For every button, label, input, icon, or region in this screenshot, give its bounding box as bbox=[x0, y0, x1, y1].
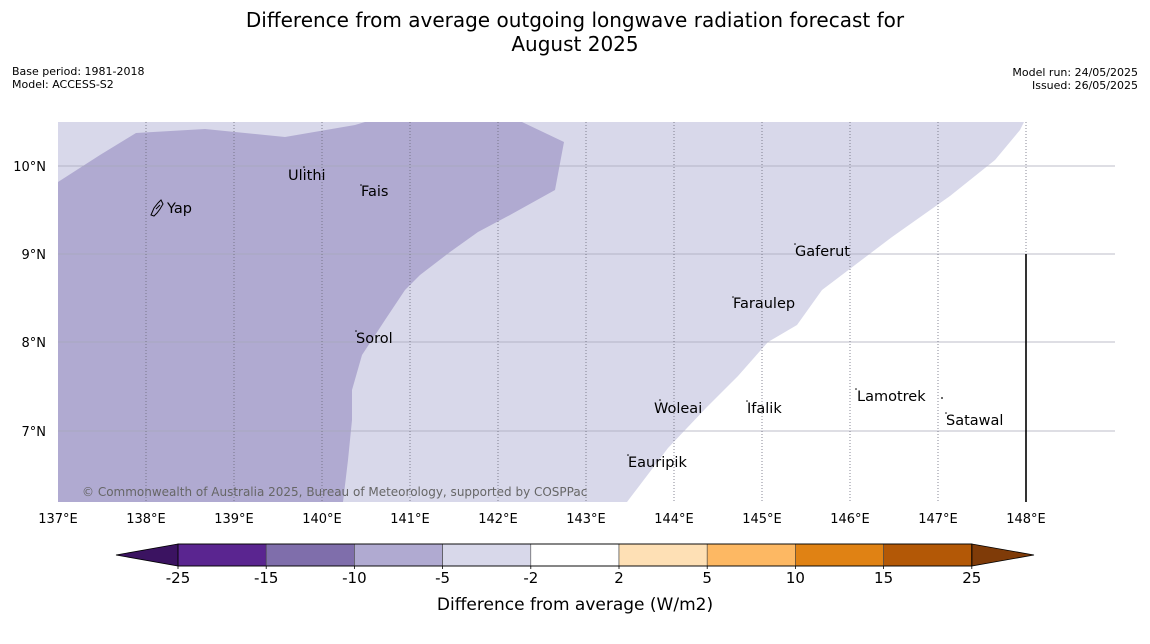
colorbar-tick-label: -15 bbox=[254, 569, 279, 587]
island-dot bbox=[355, 330, 357, 332]
base-period-text: Base period: 1981-2018 bbox=[12, 65, 145, 78]
lon-label: 144°E bbox=[654, 512, 694, 527]
place-label: Eauripik bbox=[628, 455, 687, 471]
place-label: Ulithi bbox=[288, 168, 326, 184]
place-labels: Yap Ulithi Fais Gaferut Faraulep Sorol L… bbox=[166, 168, 1003, 471]
colorbar-tick-label: -25 bbox=[166, 569, 191, 587]
place-label: Faraulep bbox=[733, 296, 795, 312]
lon-label: 141°E bbox=[390, 512, 430, 527]
meta-right: Model run: 24/05/2025 Issued: 26/05/2025 bbox=[1012, 66, 1138, 92]
lon-label: 142°E bbox=[478, 512, 518, 527]
lon-gridlines bbox=[145, 122, 939, 502]
lat-label: 9°N bbox=[22, 248, 47, 263]
place-label: Gaferut bbox=[795, 244, 850, 260]
lon-label: 137°E bbox=[38, 512, 78, 527]
place-label: Lamotrek bbox=[857, 389, 926, 405]
lat-label: 7°N bbox=[22, 425, 47, 440]
place-label: Sorol bbox=[356, 331, 393, 347]
model-text: Model: ACCESS-S2 bbox=[12, 78, 114, 91]
colorbar-swatch bbox=[530, 543, 620, 567]
copyright-text: © Commonwealth of Australia 2025, Bureau… bbox=[82, 485, 587, 499]
issued-text: Issued: 26/05/2025 bbox=[1031, 79, 1138, 92]
colorbar-swatch bbox=[265, 543, 355, 567]
colorbar-swatch bbox=[354, 543, 443, 567]
lon-label: 139°E bbox=[214, 512, 254, 527]
lon-label: 147°E bbox=[918, 512, 958, 527]
colorbar-tick-label: -2 bbox=[523, 569, 538, 587]
lon-label: 146°E bbox=[830, 512, 870, 527]
colorbar-swatch bbox=[618, 543, 708, 567]
island-dot bbox=[627, 454, 629, 456]
colorbar-tick-label: 5 bbox=[702, 569, 712, 587]
yap-island-outline bbox=[150, 199, 164, 217]
island-dots bbox=[303, 166, 947, 456]
lat-axis-labels: 10°N 9°N 8°N 7°N bbox=[13, 160, 46, 440]
lon-axis-labels: 137°E 138°E 139°E 140°E 141°E 142°E 143°… bbox=[38, 512, 1046, 527]
model-run-text: Model run: 24/05/2025 bbox=[1012, 66, 1138, 79]
colorbar-tick-label: 2 bbox=[614, 569, 624, 587]
island-dot bbox=[732, 296, 734, 298]
place-label: Satawal bbox=[946, 413, 1003, 429]
island-dot bbox=[945, 412, 947, 414]
colorbar-tick-label: 10 bbox=[786, 569, 805, 587]
colorbar-swatch bbox=[795, 543, 884, 567]
island-dot bbox=[941, 397, 943, 399]
place-label: Ifalik bbox=[747, 401, 782, 417]
lon-label: 145°E bbox=[742, 512, 782, 527]
colorbar-tick-label: 15 bbox=[874, 569, 893, 587]
colorbar-tick-label: -10 bbox=[342, 569, 367, 587]
colorbar-label: Difference from average (W/m2) bbox=[437, 595, 713, 615]
colorbar-swatch bbox=[883, 543, 973, 567]
lon-label: 140°E bbox=[302, 512, 342, 527]
colorbar: -25 -15 -10 -5 -2 2 5 10 15 25 bbox=[115, 543, 1035, 587]
lon-label: 138°E bbox=[126, 512, 166, 527]
colorbar-swatch bbox=[706, 543, 796, 567]
colorbar-tick-label: -5 bbox=[435, 569, 450, 587]
colorbar-swatch bbox=[442, 543, 532, 567]
region-near-average bbox=[627, 122, 1115, 502]
region-below-average bbox=[58, 122, 564, 502]
island-dot bbox=[659, 399, 661, 401]
lon-label: 148°E bbox=[1006, 512, 1046, 527]
title-line-2: August 2025 bbox=[511, 32, 639, 56]
island-dot bbox=[855, 388, 857, 390]
colorbar-outline bbox=[177, 543, 973, 567]
island-dot bbox=[360, 184, 362, 186]
title-line-1: Difference from average outgoing longwav… bbox=[245, 8, 905, 32]
colorbar-extend-low bbox=[115, 543, 179, 567]
place-label: Yap bbox=[166, 201, 192, 217]
lon-label: 143°E bbox=[566, 512, 606, 527]
map-title: Difference from average outgoing longwav… bbox=[0, 8, 1150, 56]
island-dot bbox=[303, 166, 305, 168]
place-label: Woleai bbox=[654, 401, 702, 417]
colorbar-tick-label: 25 bbox=[962, 569, 981, 587]
island-dot bbox=[746, 400, 748, 402]
island-dot bbox=[794, 243, 796, 245]
colorbar-swatch bbox=[177, 543, 267, 567]
lat-label: 10°N bbox=[13, 160, 46, 175]
colorbar-extend-high bbox=[971, 543, 1035, 567]
lat-label: 8°N bbox=[22, 336, 47, 351]
meta-left: Base period: 1981-2018 Model: ACCESS-S2 bbox=[12, 65, 144, 91]
place-label: Fais bbox=[361, 184, 388, 200]
